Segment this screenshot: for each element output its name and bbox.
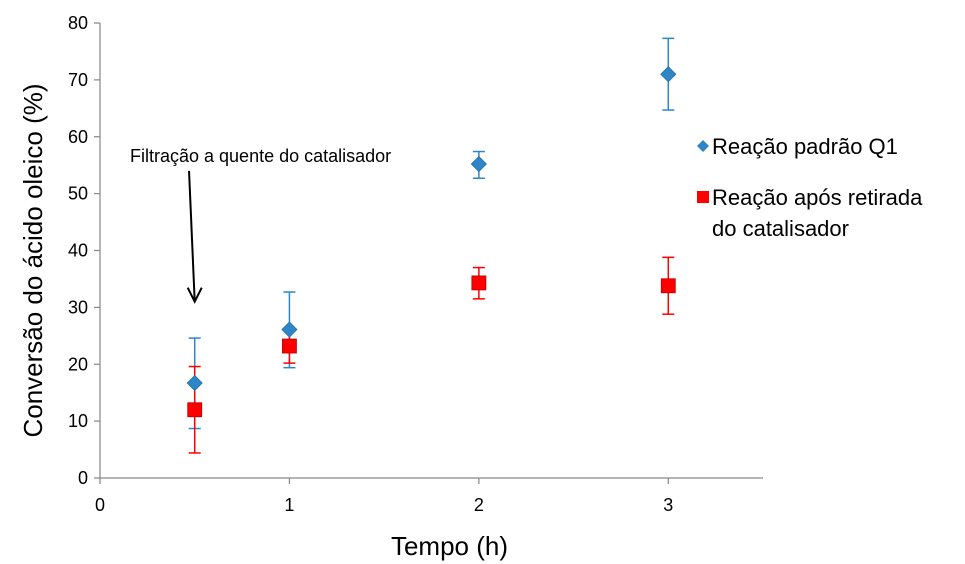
data-point-diamond [470, 155, 487, 173]
x-axis-label: Tempo (h) [391, 531, 508, 561]
y-tick-label: 70 [68, 70, 88, 90]
annotation-text: Filtração a quente do catalisador [130, 146, 391, 166]
data-point-square [660, 278, 676, 294]
x-tick-label: 1 [284, 495, 294, 515]
annotation-arrow-shaft [188, 170, 196, 302]
data-points [186, 66, 677, 418]
y-tick-label: 80 [68, 13, 88, 33]
legend-label: do catalisador [712, 216, 849, 241]
data-point-square [187, 402, 203, 418]
legend-marker-diamond [697, 140, 709, 152]
y-tick-label: 30 [68, 297, 88, 317]
y-axis-label: Conversão do ácido oleico (%) [18, 83, 48, 437]
tick-labels: 0 10 20 30 40 50 60 70 80 0 1 2 3 [68, 13, 673, 515]
y-tick-label: 40 [68, 241, 88, 261]
annotation-arrow-head [186, 287, 203, 304]
legend-marker-square [697, 191, 709, 203]
data-point-diamond [186, 374, 203, 392]
legend-label: Reação após retirada [712, 185, 923, 210]
y-tick-label: 10 [68, 411, 88, 431]
x-tick-label: 0 [95, 495, 105, 515]
data-point-square [282, 338, 297, 354]
error-bars [188, 37, 675, 454]
annotation: Filtração a quente do catalisador [130, 146, 391, 304]
chart-axes [94, 22, 763, 484]
x-tick-label: 3 [663, 495, 673, 515]
y-tick-label: 50 [68, 184, 88, 204]
data-point-diamond [281, 321, 298, 338]
y-tick-label: 20 [68, 354, 88, 374]
x-tick-label: 2 [474, 495, 484, 515]
y-tick-label: 60 [68, 127, 88, 147]
data-point-diamond [660, 66, 677, 83]
y-tick-label: 0 [78, 468, 88, 488]
data-point-square [471, 275, 487, 291]
legend: Reação padrão Q1 Reação após retirada do c… [697, 134, 923, 241]
legend-label: Reação padrão Q1 [712, 134, 898, 159]
